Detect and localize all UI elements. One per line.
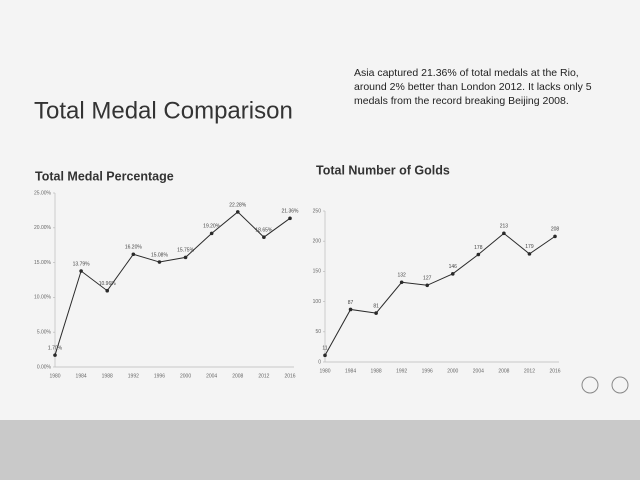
data-label: 15.75% bbox=[177, 248, 195, 254]
point bbox=[105, 288, 110, 293]
x-tick-label: 2008 bbox=[232, 373, 243, 379]
paper bbox=[0, 0, 640, 420]
point bbox=[262, 235, 266, 239]
x-tick-label: 1988 bbox=[371, 368, 382, 374]
y-tick-label: 100 bbox=[313, 299, 322, 305]
point bbox=[502, 231, 506, 236]
x-tick-label: 1992 bbox=[128, 373, 139, 379]
point bbox=[131, 252, 136, 257]
x-tick-label: 1980 bbox=[319, 368, 330, 374]
chart-title: Total Number of Golds bbox=[316, 163, 450, 177]
point bbox=[553, 234, 557, 239]
data-label: 178 bbox=[474, 245, 483, 251]
data-label: 81 bbox=[373, 303, 379, 309]
data-label: 15.08% bbox=[151, 252, 169, 258]
point bbox=[157, 260, 162, 264]
point bbox=[425, 283, 430, 288]
note: Asia captured 21.36% of total medals at … bbox=[354, 67, 592, 107]
point bbox=[209, 231, 214, 236]
point bbox=[450, 272, 455, 276]
chart-title: Total Medal Percentage bbox=[35, 169, 174, 183]
y-tick-label: 20.00% bbox=[34, 225, 52, 231]
point bbox=[476, 252, 481, 257]
y-tick-label: 0.00% bbox=[37, 364, 52, 370]
data-label: 132 bbox=[397, 273, 406, 279]
y-tick-label: 15.00% bbox=[34, 260, 52, 266]
data-label: 127 bbox=[423, 276, 432, 282]
x-tick-label: 2000 bbox=[447, 368, 458, 374]
x-tick-label: 1988 bbox=[102, 373, 113, 379]
y-tick-label: 25.00% bbox=[34, 190, 52, 196]
logo bbox=[611, 376, 629, 394]
data-label: 21.36% bbox=[282, 209, 300, 215]
slide-title: Total Medal Comparison bbox=[34, 97, 293, 124]
point bbox=[348, 307, 353, 312]
x-tick-label: 1996 bbox=[422, 368, 433, 374]
x-tick-label: 1984 bbox=[345, 368, 356, 374]
data-label: 179 bbox=[525, 244, 534, 250]
line bbox=[324, 232, 556, 356]
point bbox=[527, 252, 532, 256]
point bbox=[399, 280, 404, 285]
data-label: 213 bbox=[500, 224, 509, 230]
point bbox=[374, 311, 378, 315]
data-label: 1.70% bbox=[48, 345, 63, 351]
line bbox=[54, 211, 291, 356]
data-label: 22.28% bbox=[229, 202, 247, 208]
point bbox=[79, 269, 83, 273]
logo bbox=[581, 376, 599, 394]
point bbox=[183, 255, 188, 260]
point bbox=[323, 353, 327, 358]
y-tick-label: 5.00% bbox=[37, 330, 52, 336]
y-tick-label: 200 bbox=[313, 239, 322, 245]
x-tick-label: 2008 bbox=[498, 368, 509, 374]
x-tick-label: 2004 bbox=[206, 373, 217, 379]
data-label: 208 bbox=[551, 227, 560, 233]
data-label: 10.96% bbox=[99, 281, 117, 287]
x-tick-label: 2012 bbox=[258, 373, 269, 379]
x-tick-label: 2016 bbox=[549, 368, 560, 374]
point bbox=[53, 353, 57, 357]
x-tick-label: 1992 bbox=[396, 368, 407, 374]
data-label: 13.79% bbox=[73, 261, 91, 267]
x-tick-label: 1996 bbox=[154, 373, 165, 379]
x-tick-label: 2016 bbox=[284, 373, 295, 379]
data-label: 18.65% bbox=[255, 228, 273, 234]
point bbox=[288, 216, 292, 221]
note-box: Asia captured 21.36% of total medals at … bbox=[354, 67, 592, 107]
x-tick-label: 1980 bbox=[49, 373, 60, 379]
data-label: 19.20% bbox=[203, 224, 221, 230]
paper-edge bbox=[0, 420, 640, 480]
y-tick-label: 250 bbox=[313, 208, 322, 214]
x-tick-label: 2000 bbox=[180, 373, 191, 379]
data-label: 146 bbox=[449, 264, 458, 270]
y-tick-label: 0 bbox=[318, 359, 321, 365]
y-tick-label: 150 bbox=[313, 269, 322, 275]
data-label: 11 bbox=[322, 346, 327, 352]
x-tick-label: 1984 bbox=[76, 373, 87, 379]
x-tick-label: 2012 bbox=[524, 368, 535, 374]
y-tick-label: 50 bbox=[315, 329, 321, 335]
data-label: 16.20% bbox=[125, 245, 143, 251]
point bbox=[235, 210, 240, 214]
y-tick-label: 10.00% bbox=[34, 295, 52, 301]
x-tick-label: 2004 bbox=[473, 368, 484, 374]
data-label: 87 bbox=[348, 300, 354, 306]
